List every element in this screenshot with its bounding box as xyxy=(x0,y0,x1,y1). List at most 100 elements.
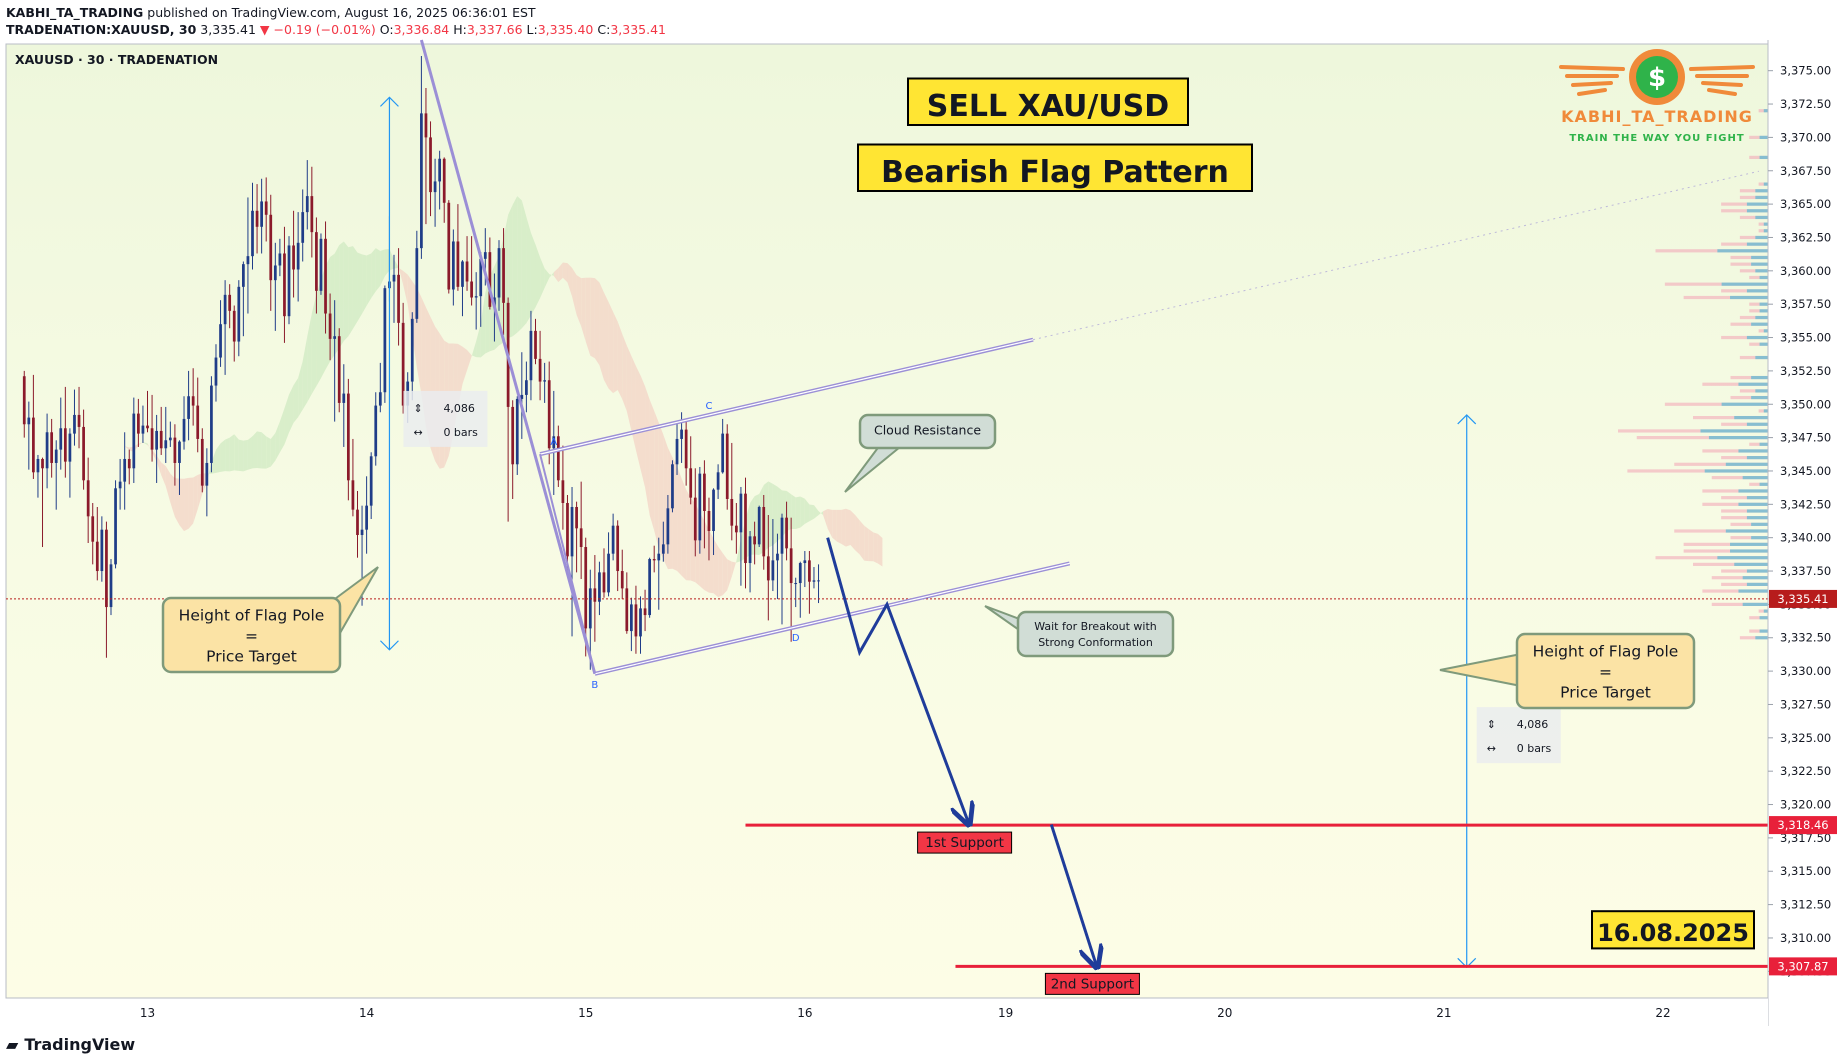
profile-bar xyxy=(1683,295,1768,300)
profile-bar xyxy=(1702,449,1768,453)
profile-bar-core xyxy=(1746,422,1768,426)
candle-body xyxy=(59,428,63,450)
cloud-segment xyxy=(161,462,166,487)
range-bars-icon: ↔ xyxy=(413,426,422,439)
candle-body xyxy=(374,405,378,457)
candle-body xyxy=(214,357,218,386)
cloud-segment xyxy=(617,321,623,400)
candle-body xyxy=(191,396,195,406)
candle-body xyxy=(547,380,551,449)
cloud-segment xyxy=(366,253,372,306)
cloud-segment xyxy=(261,432,267,469)
range-bars-value: 0 bars xyxy=(1517,742,1552,755)
cloud-segment xyxy=(471,341,477,358)
candle-body xyxy=(22,376,26,425)
cloud-segment xyxy=(873,532,878,564)
time-tick-label: 13 xyxy=(140,1006,155,1020)
axes-layer: 3,307.503,310.003,312.503,315.003,317.50… xyxy=(6,40,1841,1028)
candle-body xyxy=(155,430,159,450)
candle-body xyxy=(346,393,350,481)
profile-bar-core xyxy=(1746,335,1768,340)
candle-body xyxy=(698,473,702,541)
price-tick-label: 3,312.50 xyxy=(1780,898,1831,912)
candle-body xyxy=(63,428,67,462)
candle-body xyxy=(515,398,519,465)
cloud-segment xyxy=(855,514,860,555)
cloud-segment xyxy=(188,477,194,529)
profile-bar-core xyxy=(1759,302,1768,306)
cloud-segment xyxy=(403,270,408,305)
profile-bar xyxy=(1618,429,1768,433)
candle-body xyxy=(648,559,652,616)
candle-body xyxy=(707,510,711,532)
pole-callout-left-line: Height of Flag Pole xyxy=(179,607,325,625)
profile-bar xyxy=(1749,482,1768,486)
time-axis xyxy=(6,998,1768,1028)
price-tick-label: 3,342.50 xyxy=(1780,497,1831,511)
candle-body xyxy=(210,385,213,463)
price-tick-label: 3,370.00 xyxy=(1780,130,1831,144)
cloud-segment xyxy=(535,244,541,308)
cloud-segment xyxy=(562,262,568,283)
support-label-2: 2nd Support xyxy=(1051,976,1134,992)
cloud-segment xyxy=(635,366,641,470)
cloud-segment xyxy=(722,552,728,596)
candle-body xyxy=(744,493,747,564)
time-tick-label: 19 xyxy=(998,1006,1013,1020)
candle-body xyxy=(337,336,341,403)
candle-body xyxy=(675,438,679,465)
profile-bar xyxy=(1730,536,1768,540)
price-tick-label: 3,360.00 xyxy=(1780,264,1831,278)
candle-body xyxy=(420,113,423,249)
cloud-segment xyxy=(352,246,358,329)
profile-bar xyxy=(1749,629,1768,633)
range-bars-icon: ↔ xyxy=(1487,742,1496,755)
candle-body xyxy=(671,464,674,509)
cloud-segment xyxy=(467,350,472,371)
candle-body xyxy=(278,253,282,266)
cloud-segment xyxy=(462,346,468,385)
profile-bar-core xyxy=(1763,409,1768,413)
cloud-segment xyxy=(521,200,527,329)
range-info-box xyxy=(1476,707,1561,764)
profile-bar-core xyxy=(1738,449,1768,453)
profile-bar-core xyxy=(1763,222,1768,226)
price-badge-label: 3,335.41 xyxy=(1777,592,1828,606)
cloud-segment xyxy=(229,434,235,472)
cloud-segment xyxy=(348,246,353,337)
candle-body xyxy=(228,294,232,311)
candle-body xyxy=(684,429,688,469)
cloud-segment xyxy=(284,394,290,445)
price-tick-label: 3,347.50 xyxy=(1780,431,1831,445)
profile-bar xyxy=(1749,342,1768,346)
tradingview-logo[interactable]: ▰ TradingView xyxy=(6,1035,135,1054)
dollar-icon: $ xyxy=(1648,63,1666,93)
cloud-segment xyxy=(476,323,481,358)
pattern-point-label: B xyxy=(591,680,598,691)
candle-body xyxy=(118,481,122,489)
candle-body xyxy=(798,563,802,584)
candle-body xyxy=(716,472,720,490)
profile-bar xyxy=(1711,476,1768,480)
flag-pole-measure-head-down xyxy=(380,640,399,651)
candle-body xyxy=(789,548,793,584)
cloud-segment xyxy=(380,249,385,286)
cloud-segment xyxy=(877,533,883,567)
profile-bar-core xyxy=(1759,275,1768,280)
cloud-segment xyxy=(613,311,618,394)
pattern-point-label: D xyxy=(792,633,800,644)
projection-arrow-1 xyxy=(826,537,970,825)
time-tick-label: 16 xyxy=(797,1006,812,1020)
cloud-segment xyxy=(804,498,810,524)
profile-bar-core xyxy=(1708,436,1768,440)
candle-body xyxy=(333,336,337,339)
cloud-segment xyxy=(836,509,842,544)
cloud-segment xyxy=(553,268,559,283)
close-label: C: xyxy=(597,22,611,37)
profile-bar xyxy=(1721,496,1768,500)
profile-bar xyxy=(1739,389,1768,393)
candle-body xyxy=(114,488,117,565)
candle-body xyxy=(588,588,592,629)
profile-bar xyxy=(1721,569,1768,573)
